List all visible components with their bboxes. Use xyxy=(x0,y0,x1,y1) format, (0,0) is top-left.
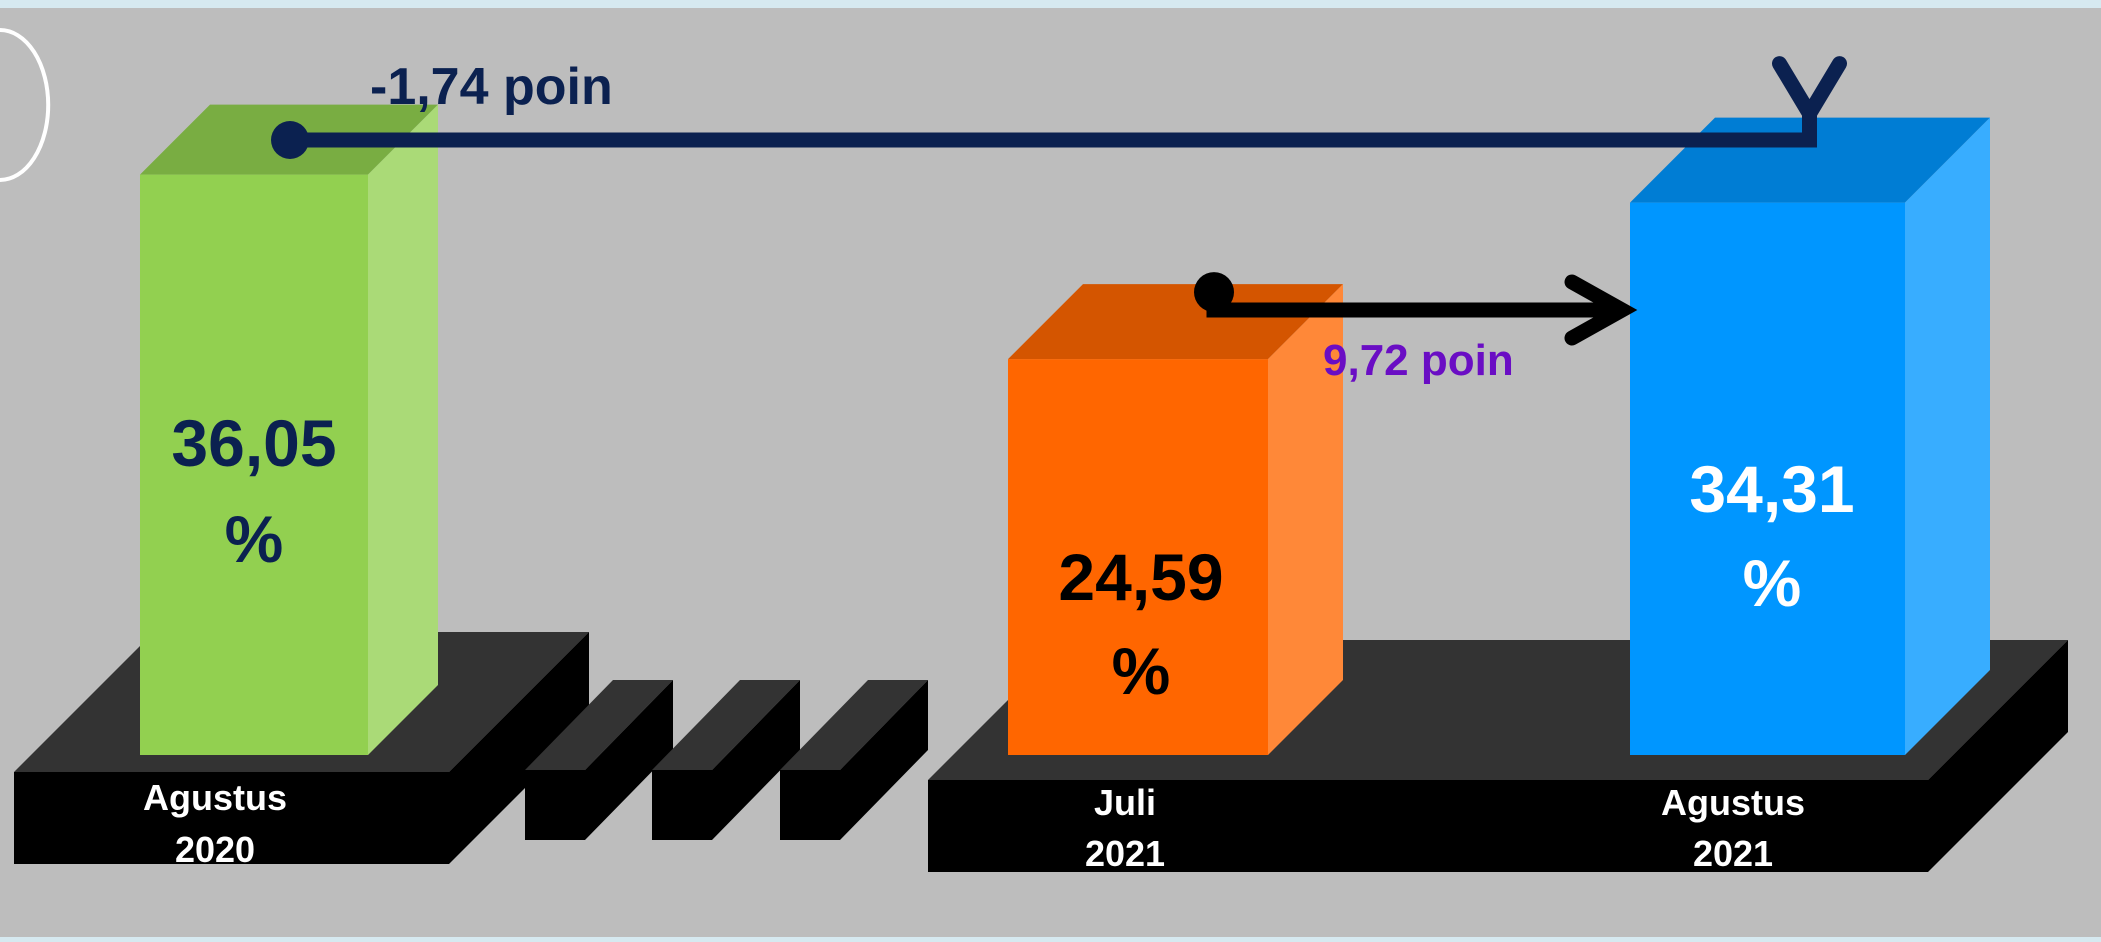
annotation-label-0: -1,74 poin xyxy=(370,58,613,116)
category-label-1-line1: Juli xyxy=(1094,782,1156,823)
category-label-1-line2: 2021 xyxy=(1085,833,1165,874)
value-label-2-line1: 34,31 xyxy=(1689,452,1854,526)
category-label-2-line2: 2021 xyxy=(1693,833,1773,874)
value-label-2-line2: % xyxy=(1743,546,1802,620)
bar-0-side xyxy=(368,105,438,755)
axis-break-block-2-front xyxy=(652,770,712,840)
value-label-1-line1: 24,59 xyxy=(1058,540,1223,614)
category-label-0-line1: Agustus xyxy=(143,777,287,818)
bar-2-side xyxy=(1905,118,1990,755)
axis-break-block-1-front xyxy=(525,770,585,840)
category-label-0-line2: 2020 xyxy=(175,829,255,870)
value-label-0-line2: % xyxy=(225,502,284,576)
value-label-1-line2: % xyxy=(1112,634,1171,708)
category-label-2-line1: Agustus xyxy=(1661,782,1805,823)
annotation-label-1: 9,72 poin xyxy=(1323,336,1514,385)
value-label-0-line1: 36,05 xyxy=(171,406,336,480)
axis-break-block-3-front xyxy=(780,770,840,840)
